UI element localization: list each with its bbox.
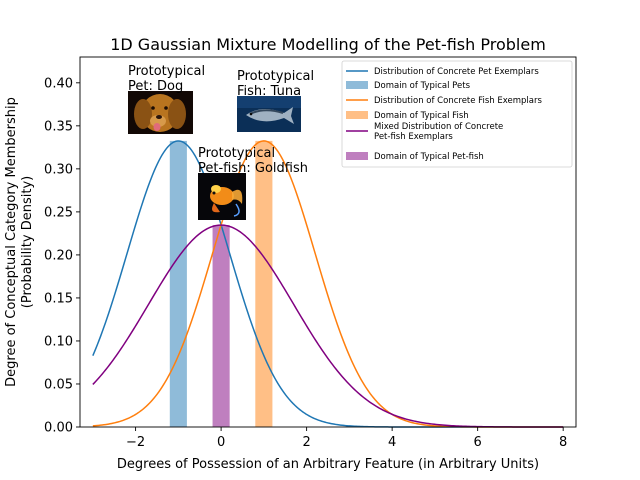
curve-layer — [92, 140, 564, 428]
legend-label: Mixed Distribution of Concrete Pet-fish E… — [374, 122, 503, 142]
x-tick-label: 2 — [302, 435, 310, 450]
legend: Distribution of Concrete Pet Exemplars Do… — [341, 60, 573, 168]
y-tick-label: 0.00 — [44, 421, 73, 436]
annotation-tuna-label: Prototypical Fish: Tuna — [237, 69, 314, 99]
dog-photo — [128, 91, 193, 134]
band-layer — [169, 140, 273, 427]
x-axis: −2 0 2 4 6 8 — [126, 427, 567, 450]
legend-patch-swatch — [346, 81, 368, 89]
x-axis-label: Degrees of Possession of an Arbitrary Fe… — [117, 457, 539, 472]
legend-label: Distribution of Concrete Fish Exemplars — [374, 96, 542, 106]
y-tick-label: 0.30 — [44, 162, 73, 177]
legend-patch-swatch — [346, 111, 368, 119]
x-tick-label: 6 — [474, 435, 482, 450]
band-petfish — [212, 225, 230, 427]
goldfish-photo — [198, 173, 246, 220]
legend-box — [341, 60, 573, 168]
legend-label: Domain of Typical Pets — [374, 81, 471, 91]
legend-label: Domain of Typical Fish — [374, 111, 469, 121]
y-tick-label: 0.40 — [44, 76, 73, 91]
y-axis: 0.00 0.05 0.10 0.15 0.20 0.25 0.30 0.35 0.40 — [44, 76, 80, 436]
tuna-photo — [237, 96, 301, 132]
series-line-mixed — [92, 224, 564, 428]
y-tick-label: 0.10 — [44, 334, 73, 349]
annotation-layer: Prototypical Pet: Dog Prototypical Fish: Tu… — [128, 64, 314, 220]
x-tick-label: 8 — [559, 435, 567, 450]
y-tick-label: 0.35 — [44, 119, 73, 134]
y-tick-label: 0.05 — [44, 377, 73, 392]
band-pets — [169, 140, 187, 427]
y-tick-label: 0.15 — [44, 291, 73, 306]
legend-label: Domain of Typical Pet-fish — [374, 152, 484, 162]
annotation-goldfish-label: Prototypical Pet-fish: Goldfish — [198, 146, 308, 176]
y-tick-label: 0.20 — [44, 248, 73, 263]
x-tick-label: 4 — [388, 435, 396, 450]
chart-title: 1D Gaussian Mixture Modelling of the Pet… — [110, 35, 546, 54]
x-tick-label: −2 — [126, 435, 145, 450]
legend-label: Distribution of Concrete Pet Exemplars — [374, 67, 539, 77]
y-axis-label: Degree of Conceptual Category Membership… — [4, 97, 35, 387]
y-axis-label-line1: Degree of Conceptual Category Membership — [4, 97, 19, 387]
legend-patch-swatch — [346, 152, 368, 160]
y-axis-label-line2: (Probability Density) — [20, 176, 35, 308]
band-fish — [255, 140, 273, 427]
annotation-dog-label: Prototypical Pet: Dog — [128, 64, 205, 94]
plot-frame — [79, 56, 577, 428]
y-tick-label: 0.25 — [44, 205, 73, 220]
x-tick-label: 0 — [217, 435, 225, 450]
series-line-fish — [92, 140, 564, 428]
